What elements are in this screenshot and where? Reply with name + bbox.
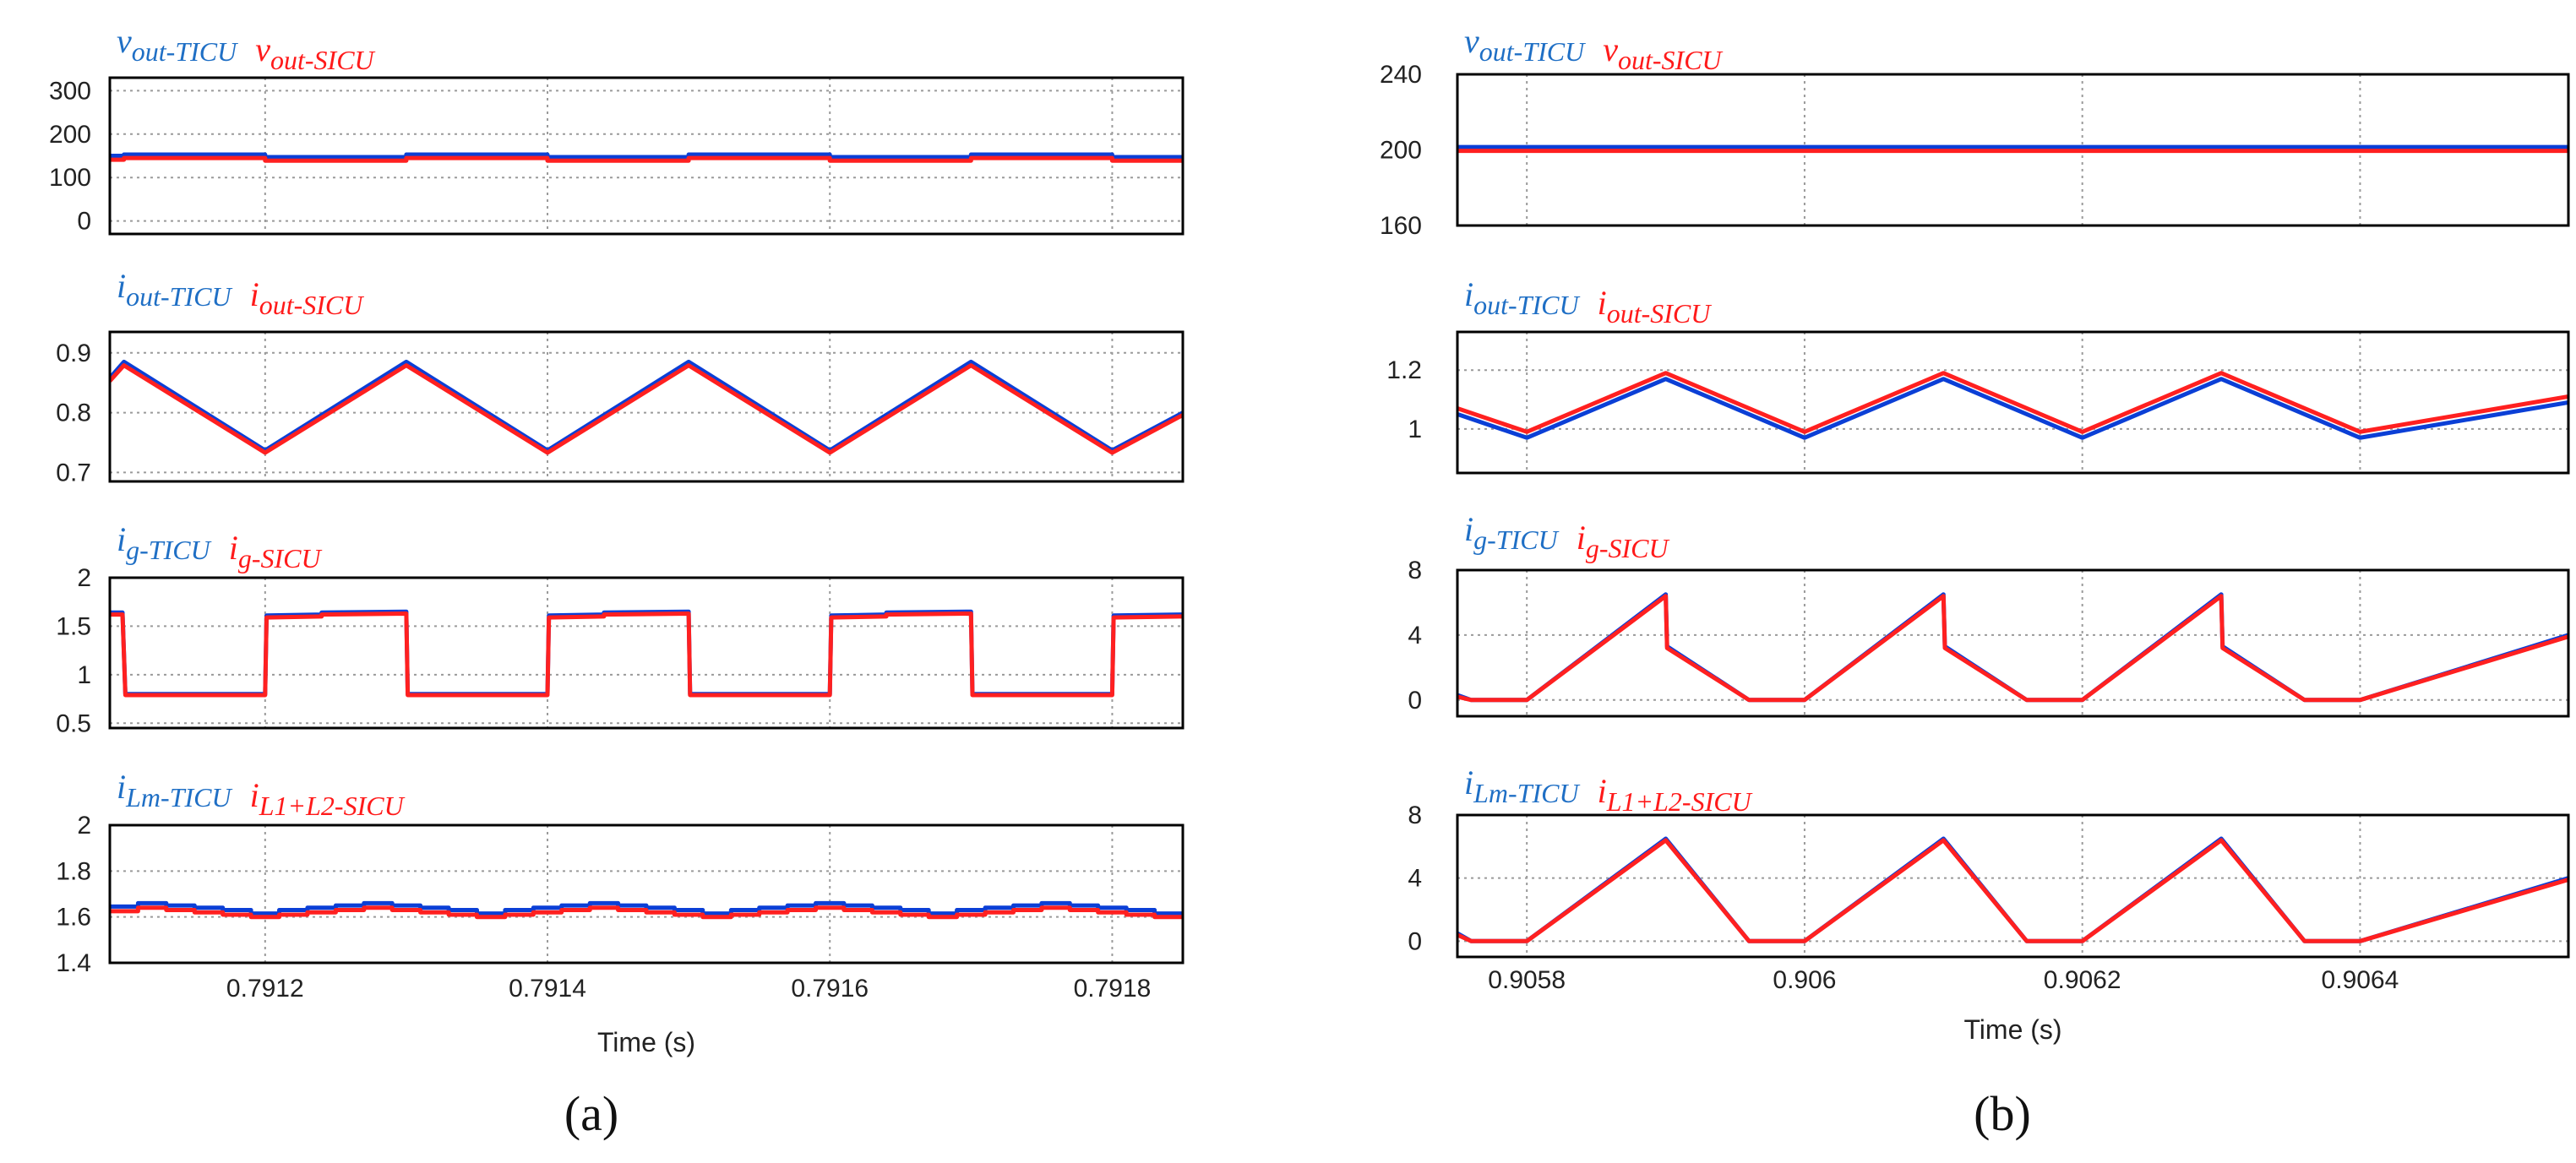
y-tick-label: 1 — [77, 661, 91, 689]
y-tick-label: 240 — [1380, 61, 1422, 89]
y-tick-label: 300 — [49, 77, 91, 105]
y-tick-label: 100 — [49, 164, 91, 192]
y-tick-label: 0.8 — [56, 399, 91, 427]
series-i-l1-l2-sicu — [110, 905, 1183, 920]
chart-b-panel-2: 1 1.2 iout-TICU iout-SICU — [1386, 275, 2570, 475]
y-tick-label: 0.9 — [56, 340, 91, 367]
series-i-lm-ticu — [110, 900, 1183, 916]
y-tick-label: 2 — [77, 564, 91, 592]
series-i-g-ticu — [1457, 592, 2568, 703]
series-i-g-sicu — [110, 611, 1183, 698]
y-tick-label: 8 — [1408, 802, 1422, 829]
figure-caption: (a) — [564, 1086, 618, 1141]
plot-frame — [108, 823, 1185, 965]
y-tick-label: 200 — [49, 121, 91, 149]
plot-frame — [108, 576, 1185, 730]
x-tick-label: 0.9058 — [1488, 966, 1566, 994]
panel-title: ig-TICU ig-SICU — [1464, 510, 1669, 563]
y-tick-label: 0 — [1408, 927, 1422, 955]
series-i-out-sicu — [110, 363, 1183, 455]
y-tick-label: 1.8 — [56, 857, 91, 885]
y-tick-label: 0.7 — [56, 459, 91, 486]
plot-frame — [1456, 568, 2570, 718]
series-i-out-sicu — [1457, 371, 2568, 434]
chart-a-panel-3: 0.5 1 1.5 2 ig-TICU ig-SICU — [56, 520, 1185, 737]
y-tick-label: 1.6 — [56, 904, 91, 932]
plot-frame — [1456, 73, 2570, 227]
chart-a-panel-4: 1.4 1.6 1.8 2 iLm-TICU iL1+L2-SICU — [56, 768, 1185, 977]
series-i-l1-l2-sicu — [1457, 838, 2568, 943]
y-tick-label: 1 — [1408, 416, 1422, 443]
panel-title: iout-TICU iout-SICU — [117, 267, 364, 320]
x-tick-label: 0.906 — [1773, 966, 1836, 994]
figure-caption: (b) — [1974, 1086, 2031, 1141]
panel-title: vout-TICU vout-SICU — [1464, 22, 1724, 75]
y-tick-label: 1.2 — [1386, 356, 1422, 384]
y-tick-label: 1.5 — [56, 612, 91, 640]
series-v-out-ticu — [110, 152, 1183, 160]
y-tick-label: 0 — [1408, 687, 1422, 715]
chart-b-panel-1: 160 200 240 vout-TICU vout-SICU — [1380, 22, 2570, 240]
y-tick-label: 8 — [1408, 557, 1422, 584]
plot-frame — [1456, 813, 2570, 959]
x-axis-label: Time (s) — [597, 1027, 695, 1057]
series-i-g-sicu — [1457, 594, 2568, 703]
y-tick-label: 4 — [1408, 865, 1422, 893]
y-tick-label: 200 — [1380, 137, 1422, 165]
x-tick-label: 0.7916 — [791, 975, 869, 1003]
plot-frame — [108, 76, 1185, 236]
plot-frame — [1456, 330, 2570, 475]
x-tick-label: 0.9064 — [2322, 966, 2399, 994]
y-tick-label: 2 — [77, 812, 91, 840]
y-tick-label: 1.4 — [56, 949, 91, 977]
panel-title: ig-TICU ig-SICU — [117, 520, 322, 573]
panel-title: iLm-TICU iL1+L2-SICU — [117, 768, 406, 821]
x-tick-label: 0.7918 — [1074, 975, 1152, 1003]
chart-b-panel-4: 0 4 8 iLm-TICU iL1+L2-SICU — [1408, 764, 2570, 959]
series-i-out-ticu — [1457, 377, 2568, 440]
chart-b-panel-3: 0 4 8 ig-TICU ig-SICU — [1408, 510, 2570, 718]
panel-title: iout-TICU iout-SICU — [1464, 275, 1712, 329]
y-tick-label: 0 — [77, 208, 91, 236]
y-tick-label: 0.5 — [56, 709, 91, 737]
series-i-g-ticu — [110, 609, 1183, 697]
y-tick-label: 4 — [1408, 622, 1422, 649]
chart-a: 0 100 200 300 vout-TICU vout-SICU 0.7 0.8 0.9 iou… — [49, 22, 1185, 1141]
series-v-out-sicu — [110, 155, 1183, 163]
x-tick-label: 0.7914 — [509, 975, 586, 1003]
x-axis-label: Time (s) — [1963, 1014, 2061, 1045]
chart-a-panel-1: 0 100 200 300 vout-TICU vout-SICU — [49, 22, 1185, 236]
series-i-out-ticu — [110, 359, 1183, 453]
panel-title: vout-TICU vout-SICU — [117, 22, 376, 75]
plot-frame — [108, 330, 1185, 483]
panel-title: iLm-TICU iL1+L2-SICU — [1464, 764, 1753, 817]
chart-b: 160 200 240 vout-TICU vout-SICU 1 1.2 iout-TICU… — [1380, 22, 2570, 1141]
y-tick-label: 160 — [1380, 212, 1422, 240]
x-tick-label: 0.7912 — [226, 975, 304, 1003]
x-tick-label: 0.9062 — [2044, 966, 2121, 994]
chart-a-panel-2: 0.7 0.8 0.9 iout-TICU iout-SICU — [56, 267, 1185, 486]
